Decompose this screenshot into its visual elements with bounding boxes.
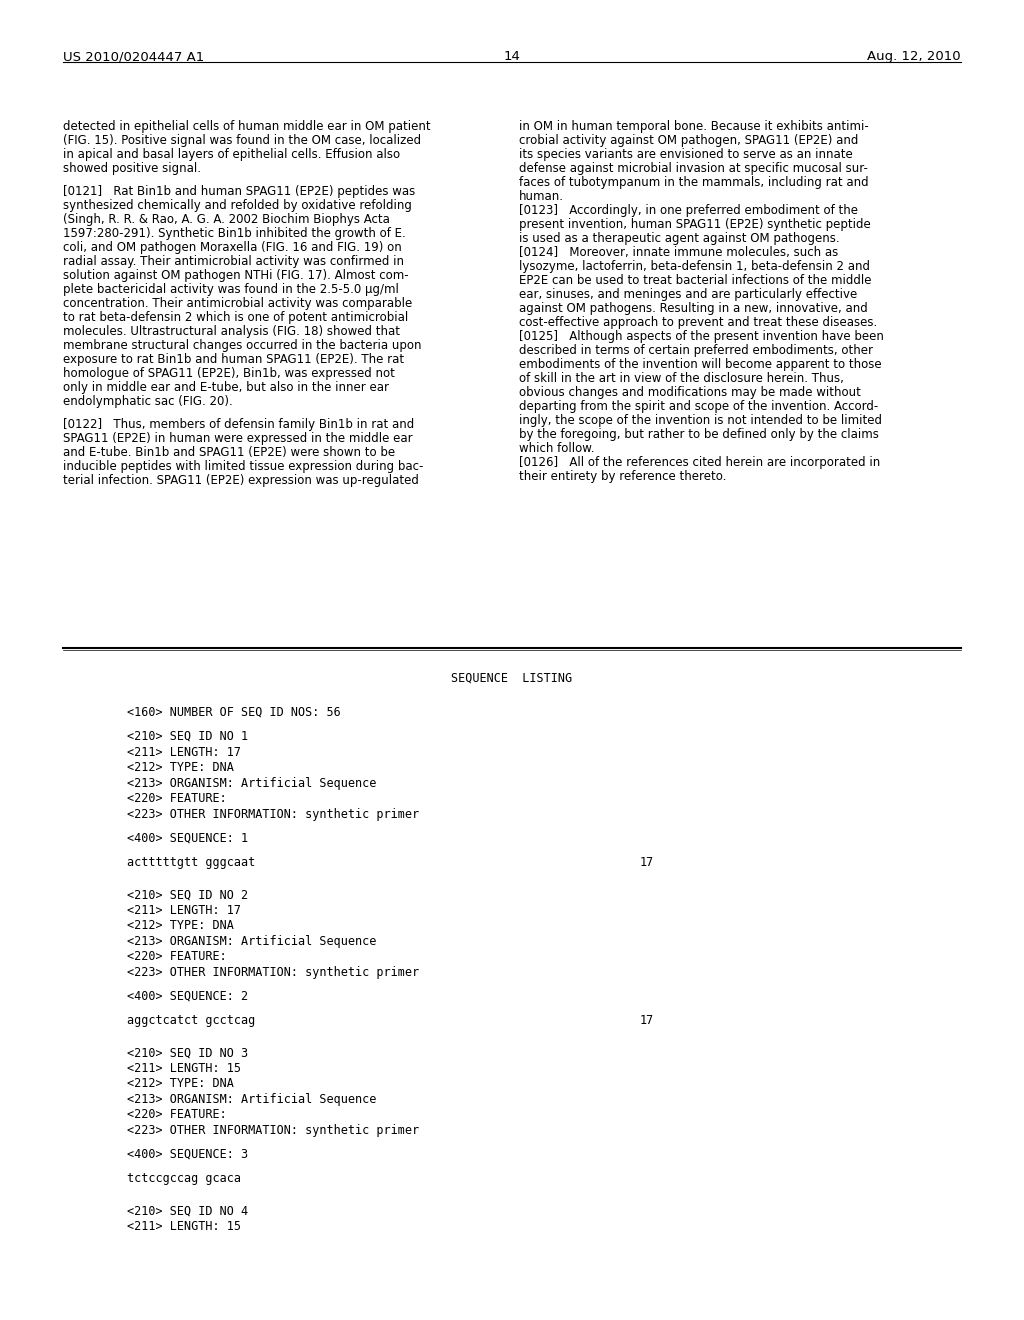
Text: terial infection. SPAG11 (EP2E) expression was up-regulated: terial infection. SPAG11 (EP2E) expressi… — [63, 474, 419, 487]
Text: [0121]   Rat Bin1b and human SPAG11 (EP2E) peptides was: [0121] Rat Bin1b and human SPAG11 (EP2E)… — [63, 185, 416, 198]
Text: radial assay. Their antimicrobial activity was confirmed in: radial assay. Their antimicrobial activi… — [63, 255, 404, 268]
Text: <213> ORGANISM: Artificial Sequence: <213> ORGANISM: Artificial Sequence — [127, 776, 377, 789]
Text: [0124]   Moreover, innate immune molecules, such as: [0124] Moreover, innate immune molecules… — [519, 246, 839, 259]
Text: plete bactericidal activity was found in the 2.5-5.0 μg/ml: plete bactericidal activity was found in… — [63, 282, 399, 296]
Text: synthesized chemically and refolded by oxidative refolding: synthesized chemically and refolded by o… — [63, 199, 412, 213]
Text: actttttgtt gggcaat: actttttgtt gggcaat — [127, 855, 255, 869]
Text: <160> NUMBER OF SEQ ID NOS: 56: <160> NUMBER OF SEQ ID NOS: 56 — [127, 706, 341, 719]
Text: membrane structural changes occurred in the bacteria upon: membrane structural changes occurred in … — [63, 339, 422, 352]
Text: and E-tube. Bin1b and SPAG11 (EP2E) were shown to be: and E-tube. Bin1b and SPAG11 (EP2E) were… — [63, 446, 395, 459]
Text: <223> OTHER INFORMATION: synthetic primer: <223> OTHER INFORMATION: synthetic prime… — [127, 1123, 419, 1137]
Text: <400> SEQUENCE: 3: <400> SEQUENCE: 3 — [127, 1148, 248, 1160]
Text: <210> SEQ ID NO 2: <210> SEQ ID NO 2 — [127, 888, 248, 902]
Text: present invention, human SPAG11 (EP2E) synthetic peptide: present invention, human SPAG11 (EP2E) s… — [519, 218, 870, 231]
Text: molecules. Ultrastructural analysis (FIG. 18) showed that: molecules. Ultrastructural analysis (FIG… — [63, 325, 400, 338]
Text: <211> LENGTH: 17: <211> LENGTH: 17 — [127, 904, 241, 916]
Text: [0123]   Accordingly, in one preferred embodiment of the: [0123] Accordingly, in one preferred emb… — [519, 205, 858, 216]
Text: SPAG11 (EP2E) in human were expressed in the middle ear: SPAG11 (EP2E) in human were expressed in… — [63, 432, 413, 445]
Text: solution against OM pathogen NTHi (FIG. 17). Almost com-: solution against OM pathogen NTHi (FIG. … — [63, 269, 409, 282]
Text: to rat beta-defensin 2 which is one of potent antimicrobial: to rat beta-defensin 2 which is one of p… — [63, 312, 409, 325]
Text: <220> FEATURE:: <220> FEATURE: — [127, 1109, 226, 1121]
Text: <213> ORGANISM: Artificial Sequence: <213> ORGANISM: Artificial Sequence — [127, 1093, 377, 1106]
Text: in OM in human temporal bone. Because it exhibits antimi-: in OM in human temporal bone. Because it… — [519, 120, 868, 133]
Text: 17: 17 — [640, 1014, 654, 1027]
Text: 14: 14 — [504, 50, 520, 63]
Text: their entirety by reference thereto.: their entirety by reference thereto. — [519, 470, 726, 483]
Text: of skill in the art in view of the disclosure herein. Thus,: of skill in the art in view of the discl… — [519, 372, 844, 385]
Text: by the foregoing, but rather to be defined only by the claims: by the foregoing, but rather to be defin… — [519, 428, 879, 441]
Text: [0122]   Thus, members of defensin family Bin1b in rat and: [0122] Thus, members of defensin family … — [63, 418, 415, 432]
Text: <223> OTHER INFORMATION: synthetic primer: <223> OTHER INFORMATION: synthetic prime… — [127, 808, 419, 821]
Text: exposure to rat Bin1b and human SPAG11 (EP2E). The rat: exposure to rat Bin1b and human SPAG11 (… — [63, 354, 404, 366]
Text: <400> SEQUENCE: 1: <400> SEQUENCE: 1 — [127, 832, 248, 845]
Text: endolymphatic sac (FIG. 20).: endolymphatic sac (FIG. 20). — [63, 395, 232, 408]
Text: 1597:280-291). Synthetic Bin1b inhibited the growth of E.: 1597:280-291). Synthetic Bin1b inhibited… — [63, 227, 406, 240]
Text: against OM pathogens. Resulting in a new, innovative, and: against OM pathogens. Resulting in a new… — [519, 302, 867, 315]
Text: cost-effective approach to prevent and treat these diseases.: cost-effective approach to prevent and t… — [519, 315, 878, 329]
Text: tctccgccag gcaca: tctccgccag gcaca — [127, 1172, 241, 1185]
Text: (FIG. 15). Positive signal was found in the OM case, localized: (FIG. 15). Positive signal was found in … — [63, 135, 421, 147]
Text: <210> SEQ ID NO 1: <210> SEQ ID NO 1 — [127, 730, 248, 743]
Text: <211> LENGTH: 15: <211> LENGTH: 15 — [127, 1061, 241, 1074]
Text: embodiments of the invention will become apparent to those: embodiments of the invention will become… — [519, 358, 882, 371]
Text: <212> TYPE: DNA: <212> TYPE: DNA — [127, 1077, 233, 1090]
Text: homologue of SPAG11 (EP2E), Bin1b, was expressed not: homologue of SPAG11 (EP2E), Bin1b, was e… — [63, 367, 395, 380]
Text: <212> TYPE: DNA: <212> TYPE: DNA — [127, 919, 233, 932]
Text: ear, sinuses, and meninges and are particularly effective: ear, sinuses, and meninges and are parti… — [519, 288, 857, 301]
Text: only in middle ear and E-tube, but also in the inner ear: only in middle ear and E-tube, but also … — [63, 381, 389, 395]
Text: <210> SEQ ID NO 3: <210> SEQ ID NO 3 — [127, 1047, 248, 1059]
Text: <220> FEATURE:: <220> FEATURE: — [127, 950, 226, 964]
Text: <212> TYPE: DNA: <212> TYPE: DNA — [127, 762, 233, 774]
Text: defense against microbial invasion at specific mucosal sur-: defense against microbial invasion at sp… — [519, 162, 868, 176]
Text: <211> LENGTH: 17: <211> LENGTH: 17 — [127, 746, 241, 759]
Text: US 2010/0204447 A1: US 2010/0204447 A1 — [63, 50, 204, 63]
Text: (Singh, R. R. & Rao, A. G. A. 2002 Biochim Biophys Acta: (Singh, R. R. & Rao, A. G. A. 2002 Bioch… — [63, 213, 390, 226]
Text: <400> SEQUENCE: 2: <400> SEQUENCE: 2 — [127, 990, 248, 1003]
Text: obvious changes and modifications may be made without: obvious changes and modifications may be… — [519, 385, 861, 399]
Text: which follow.: which follow. — [519, 442, 595, 455]
Text: EP2E can be used to treat bacterial infections of the middle: EP2E can be used to treat bacterial infe… — [519, 275, 871, 286]
Text: described in terms of certain preferred embodiments, other: described in terms of certain preferred … — [519, 345, 873, 356]
Text: coli, and OM pathogen Moraxella (FIG. 16 and FIG. 19) on: coli, and OM pathogen Moraxella (FIG. 16… — [63, 242, 401, 253]
Text: in apical and basal layers of epithelial cells. Effusion also: in apical and basal layers of epithelial… — [63, 148, 400, 161]
Text: crobial activity against OM pathogen, SPAG11 (EP2E) and: crobial activity against OM pathogen, SP… — [519, 135, 858, 147]
Text: <213> ORGANISM: Artificial Sequence: <213> ORGANISM: Artificial Sequence — [127, 935, 377, 948]
Text: concentration. Their antimicrobial activity was comparable: concentration. Their antimicrobial activ… — [63, 297, 413, 310]
Text: showed positive signal.: showed positive signal. — [63, 162, 201, 176]
Text: is used as a therapeutic agent against OM pathogens.: is used as a therapeutic agent against O… — [519, 232, 840, 246]
Text: faces of tubotympanum in the mammals, including rat and: faces of tubotympanum in the mammals, in… — [519, 176, 868, 189]
Text: [0125]   Although aspects of the present invention have been: [0125] Although aspects of the present i… — [519, 330, 884, 343]
Text: SEQUENCE  LISTING: SEQUENCE LISTING — [452, 672, 572, 685]
Text: <210> SEQ ID NO 4: <210> SEQ ID NO 4 — [127, 1204, 248, 1217]
Text: aggctcatct gcctcag: aggctcatct gcctcag — [127, 1014, 255, 1027]
Text: <211> LENGTH: 15: <211> LENGTH: 15 — [127, 1220, 241, 1233]
Text: [0126]   All of the references cited herein are incorporated in: [0126] All of the references cited herei… — [519, 455, 881, 469]
Text: ingly, the scope of the invention is not intended to be limited: ingly, the scope of the invention is not… — [519, 414, 882, 426]
Text: Aug. 12, 2010: Aug. 12, 2010 — [867, 50, 961, 63]
Text: lysozyme, lactoferrin, beta-defensin 1, beta-defensin 2 and: lysozyme, lactoferrin, beta-defensin 1, … — [519, 260, 870, 273]
Text: departing from the spirit and scope of the invention. Accord-: departing from the spirit and scope of t… — [519, 400, 879, 413]
Text: <223> OTHER INFORMATION: synthetic primer: <223> OTHER INFORMATION: synthetic prime… — [127, 966, 419, 978]
Text: inducible peptides with limited tissue expression during bac-: inducible peptides with limited tissue e… — [63, 461, 423, 473]
Text: detected in epithelial cells of human middle ear in OM patient: detected in epithelial cells of human mi… — [63, 120, 431, 133]
Text: <220> FEATURE:: <220> FEATURE: — [127, 792, 226, 805]
Text: human.: human. — [519, 190, 564, 203]
Text: 17: 17 — [640, 855, 654, 869]
Text: its species variants are envisioned to serve as an innate: its species variants are envisioned to s… — [519, 148, 853, 161]
